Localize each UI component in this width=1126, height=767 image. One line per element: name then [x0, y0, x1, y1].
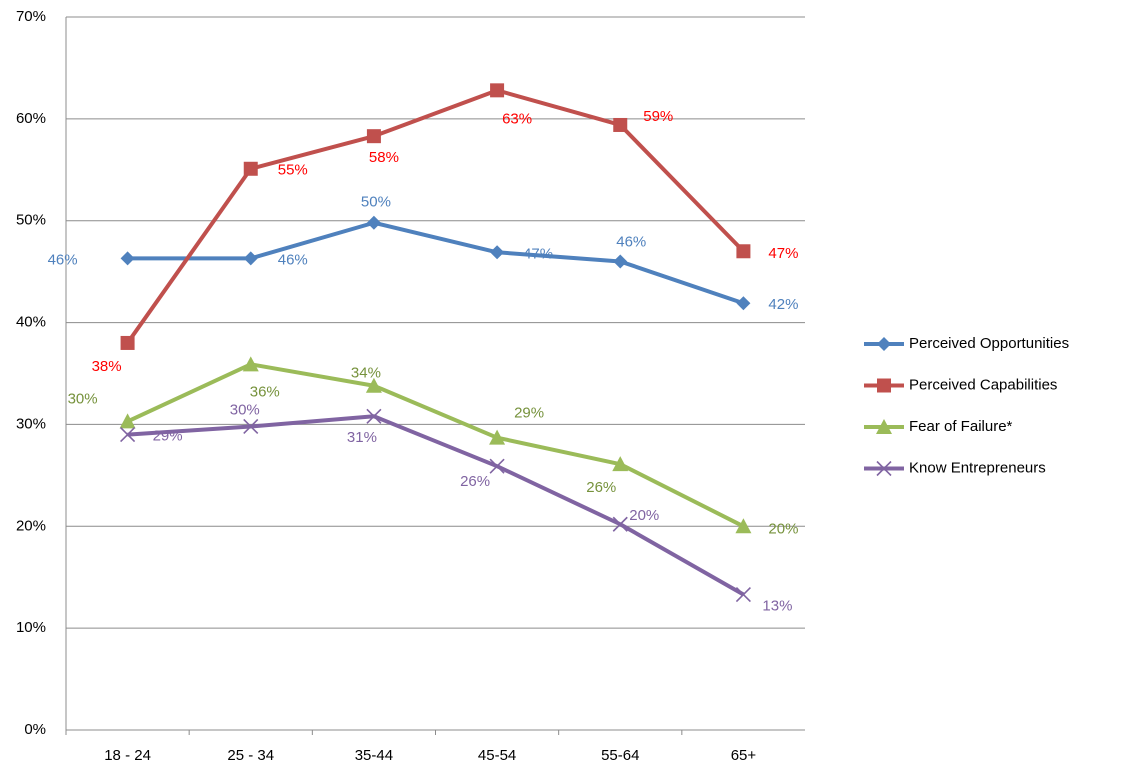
data-label: 20% — [768, 520, 798, 537]
x-tick-label: 35-44 — [355, 747, 393, 764]
data-point — [489, 429, 506, 445]
data-point — [366, 215, 381, 230]
data-point — [613, 254, 628, 269]
data-label: 29% — [514, 405, 544, 422]
legend-label: Fear of Failure* — [909, 418, 1013, 435]
y-tick-label: 40% — [16, 314, 46, 331]
data-point — [613, 117, 628, 132]
y-tick-label: 0% — [24, 721, 46, 738]
legend-marker — [876, 419, 892, 434]
x-tick-label: 65+ — [731, 747, 757, 764]
data-point — [612, 456, 629, 472]
data-label: 50% — [361, 194, 391, 211]
data-label: 46% — [278, 251, 308, 268]
series-line — [126, 362, 745, 529]
x-tick-label: 25 - 34 — [227, 747, 274, 764]
data-point — [120, 335, 135, 350]
y-tick-label: 70% — [16, 8, 46, 25]
data-point — [119, 413, 136, 429]
data-label: 34% — [351, 365, 381, 382]
data-point — [490, 245, 505, 260]
data-point — [243, 418, 259, 435]
data-point — [366, 408, 382, 424]
data-point — [243, 161, 258, 176]
data-point — [242, 356, 259, 372]
data-point — [735, 518, 752, 534]
data-label: 46% — [48, 251, 78, 268]
data-label: 46% — [616, 233, 646, 250]
x-tick-label: 18 - 24 — [104, 747, 151, 764]
x-tick-label: 55-64 — [601, 747, 639, 764]
legend-label: Know Entrepreneurs — [909, 459, 1046, 476]
legend-marker — [876, 460, 892, 477]
data-label: 31% — [347, 429, 377, 446]
data-label: 55% — [278, 162, 308, 179]
data-label: 47% — [523, 245, 553, 262]
data-label: 20% — [629, 507, 659, 524]
data-point — [120, 251, 135, 266]
data-label: 42% — [768, 296, 798, 313]
data-label: 30% — [230, 401, 260, 418]
data-label: 38% — [92, 358, 122, 375]
legend-marker — [877, 337, 891, 351]
x-tick-label: 45-54 — [478, 747, 516, 764]
data-point — [489, 458, 505, 474]
y-tick-label: 60% — [16, 110, 46, 127]
y-tick-label: 50% — [16, 212, 46, 229]
data-label: 13% — [762, 597, 792, 614]
data-point — [735, 586, 751, 603]
data-point — [736, 296, 751, 311]
series-line — [127, 220, 745, 306]
data-label: 59% — [643, 108, 673, 125]
data-point — [736, 244, 751, 259]
data-point — [366, 129, 381, 144]
legend-marker — [877, 378, 891, 393]
data-label: 26% — [460, 473, 490, 490]
data-label: 36% — [250, 383, 280, 400]
data-label: 47% — [768, 245, 798, 262]
legend-label: Perceived Opportunities — [909, 335, 1069, 352]
y-tick-label: 10% — [16, 619, 46, 636]
data-label: 29% — [153, 428, 183, 445]
series-line — [125, 88, 745, 345]
data-label: 63% — [502, 110, 532, 127]
data-label: 26% — [586, 479, 616, 496]
data-point — [612, 516, 628, 532]
data-label: 30% — [68, 390, 98, 407]
legend-label: Perceived Capabilities — [909, 376, 1057, 393]
data-point — [243, 251, 258, 266]
data-label: 58% — [369, 149, 399, 166]
series-line — [127, 414, 745, 597]
data-point — [120, 427, 136, 443]
data-point — [490, 83, 505, 98]
data-point — [365, 377, 382, 393]
y-tick-label: 20% — [16, 517, 46, 534]
y-tick-label: 30% — [16, 415, 46, 432]
